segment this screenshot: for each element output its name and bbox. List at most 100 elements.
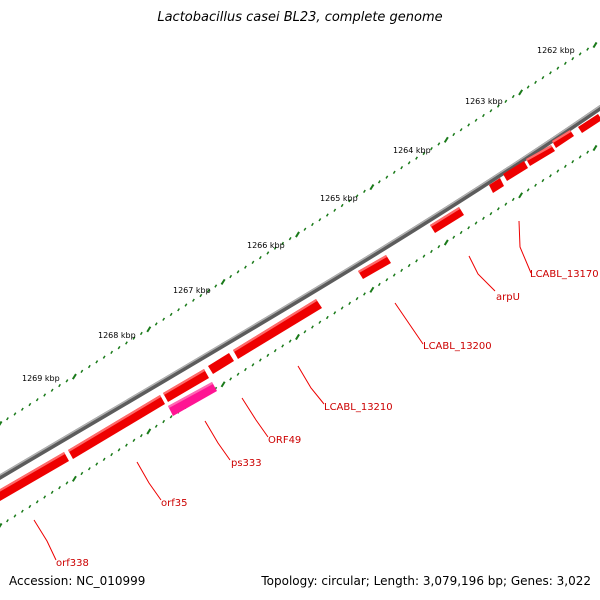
ruler-minor-tick xyxy=(333,311,337,315)
gene-feature[interactable] xyxy=(208,353,234,374)
gene-feature-highlight xyxy=(358,255,387,273)
ruler-minor-tick xyxy=(430,249,433,254)
ruler-minor-tick xyxy=(169,312,173,317)
tick-label-1267kbp: 1267 kbp xyxy=(173,286,211,295)
ruler-minor-tick xyxy=(117,448,121,452)
ruler-minor-tick xyxy=(132,336,136,340)
gene-label-orf338[interactable]: orf338 xyxy=(56,558,89,569)
ruler-minor-tick xyxy=(110,452,114,457)
ruler-minor-tick xyxy=(325,213,329,217)
ruler-minor-tick xyxy=(214,284,218,288)
gene-feature[interactable] xyxy=(233,299,322,359)
ruler-minor-tick xyxy=(311,222,314,227)
ruler-minor-tick xyxy=(162,317,166,321)
ruler-minor-tick xyxy=(534,80,537,85)
ruler-minor-tick xyxy=(385,175,389,179)
ruler-minor-tick xyxy=(377,282,381,287)
gene-feature[interactable] xyxy=(552,130,574,148)
ruler-minor-tick xyxy=(43,495,47,499)
gene-label-arpu[interactable]: arpU xyxy=(496,292,520,303)
ruler-minor-tick xyxy=(102,355,106,359)
ruler-minor-tick xyxy=(348,199,352,203)
ruler-minor-tick xyxy=(377,180,381,184)
gene-feature[interactable] xyxy=(430,207,464,233)
ruler-minor-tick xyxy=(288,236,292,241)
ruler-minor-tick xyxy=(318,218,322,222)
ruler-minor-tick xyxy=(578,52,582,56)
ruler-minor-tick xyxy=(586,150,590,154)
gene-feature[interactable] xyxy=(0,452,69,501)
ruler-minor-tick xyxy=(489,109,493,113)
gene-feature[interactable] xyxy=(526,145,555,166)
gene-labels: LCABL_13170 arpU LCABL_13200 LCABL_13210… xyxy=(56,269,599,569)
ruler-major-tick xyxy=(295,231,300,238)
ruler-minor-tick xyxy=(139,331,143,336)
ruler-minor-tick xyxy=(318,320,322,324)
ruler-minor-tick xyxy=(251,260,255,265)
ruler-minor-tick xyxy=(430,146,433,151)
gene-feature[interactable] xyxy=(489,178,504,193)
ruler-minor-tick xyxy=(281,241,285,246)
ruler-minor-tick xyxy=(28,402,32,407)
ruler-minor-tick xyxy=(363,292,366,296)
tick-label-1266kbp: 1266 kbp xyxy=(247,241,285,250)
ruler-minor-tick xyxy=(496,104,500,108)
genome-stats-text: Topology: circular; Length: 3,079,196 bp… xyxy=(261,574,591,588)
gene-label-lcabl-13210[interactable]: LCABL_13210 xyxy=(324,402,393,413)
ruler-minor-tick xyxy=(192,298,195,302)
ruler-minor-tick xyxy=(452,132,456,137)
ruler-minor-tick xyxy=(556,169,560,173)
gene-label-orf49[interactable]: ORF49 xyxy=(268,435,301,446)
gene-label-ps333[interactable]: ps333 xyxy=(231,458,262,469)
ruler-minor-tick xyxy=(511,94,515,99)
ruler-minor-tick xyxy=(117,345,121,350)
ruler-major-tick xyxy=(443,136,449,143)
ruler-minor-tick xyxy=(273,246,277,250)
ruler-minor-tick xyxy=(400,268,404,273)
ruler-minor-tick xyxy=(511,197,515,202)
tick-label-1268kbp: 1268 kbp xyxy=(98,331,136,340)
gene-label-lcabl-13170[interactable]: LCABL_13170 xyxy=(530,269,599,280)
gene-feature[interactable] xyxy=(68,395,165,459)
ruler-minor-tick xyxy=(415,259,418,263)
ruler-minor-tick xyxy=(504,99,508,104)
ruler-minor-tick xyxy=(400,165,404,170)
ruler-major-tick xyxy=(518,89,524,96)
ruler-minor-tick xyxy=(258,255,262,260)
ruler-minor-tick xyxy=(162,419,166,424)
ruler-minor-tick xyxy=(20,509,24,513)
genome-backbone-highlight xyxy=(0,104,600,476)
ruler-minor-tick xyxy=(125,443,128,447)
ruler-major-tick xyxy=(220,381,226,388)
ruler-minor-tick xyxy=(459,230,463,235)
ruler-minor-tick xyxy=(422,254,426,258)
ruler-minor-tick xyxy=(50,490,54,495)
ruler-minor-tick xyxy=(87,467,91,471)
ruler-major-tick xyxy=(146,326,152,333)
pseudogene-feature-highlight xyxy=(168,382,213,408)
gene-feature[interactable] xyxy=(578,114,600,133)
ruler-minor-tick xyxy=(95,462,99,466)
gene-feature[interactable] xyxy=(163,369,209,402)
ruler-minor-tick xyxy=(50,388,54,392)
ruler-minor-tick xyxy=(244,367,247,372)
ruler-minor-tick xyxy=(236,372,240,376)
ruler-minor-tick xyxy=(28,504,32,509)
gene-label-orf35[interactable]: orf35 xyxy=(161,498,187,509)
ruler-minor-tick xyxy=(578,155,582,159)
ruler-major-tick xyxy=(369,184,375,191)
ruler-minor-tick xyxy=(526,188,530,192)
ruler-minor-tick xyxy=(571,56,575,61)
pseudogene-feature[interactable] xyxy=(168,382,217,416)
ruler-major-tick xyxy=(592,41,598,49)
ruler-minor-tick xyxy=(244,265,247,269)
gene-label-lcabl-13200[interactable]: LCABL_13200 xyxy=(423,341,492,352)
ruler-tick-labels: 1262 kbp 1263 kbp 1264 kbp 1265 kbp 1266… xyxy=(22,46,575,383)
ruler-minor-tick xyxy=(35,398,39,402)
ruler-minor-tick xyxy=(20,407,24,411)
gene-feature[interactable] xyxy=(503,161,528,181)
gene-feature[interactable] xyxy=(358,255,391,279)
ruler-minor-tick xyxy=(65,379,69,383)
